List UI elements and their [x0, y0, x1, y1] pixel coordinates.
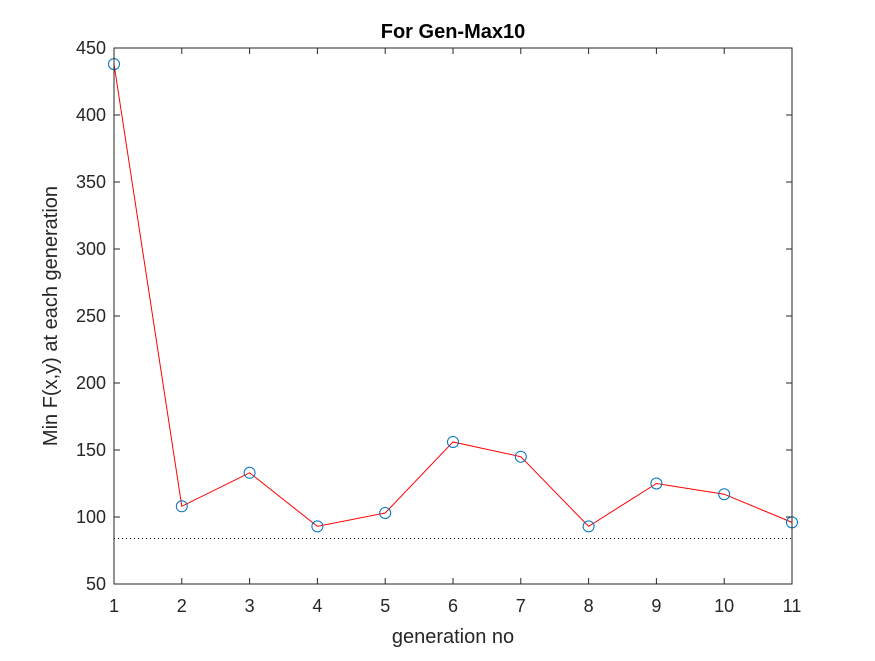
x-axis-label: generation no [392, 626, 514, 648]
x-tick-label: 4 [312, 596, 322, 616]
y-tick-label: 200 [76, 373, 106, 393]
x-tick-label: 11 [783, 596, 802, 616]
data-point-marker [447, 435, 459, 448]
y-tick-label: 250 [76, 306, 106, 326]
data-point-marker [718, 488, 731, 501]
y-tick-label: 100 [76, 507, 106, 527]
y-tick-label: 400 [76, 105, 106, 125]
data-point-marker [582, 520, 595, 533]
data-point-marker [650, 477, 663, 490]
x-tick-label: 9 [651, 596, 661, 616]
x-tick-label: 2 [177, 596, 187, 616]
series-marker-layer [108, 58, 798, 533]
y-tick-label: 50 [86, 574, 106, 594]
chart-title: For Gen-Max10 [381, 21, 525, 43]
data-point-marker [514, 450, 527, 463]
data-point-marker [175, 500, 188, 513]
series-line [113, 64, 793, 528]
x-tick-label: 6 [448, 596, 458, 616]
x-tick-label: 1 [109, 596, 119, 616]
data-point-marker [379, 506, 392, 519]
x-tick-label: 3 [245, 596, 255, 616]
x-tick-label: 8 [584, 596, 594, 616]
series-line-layer [113, 64, 793, 528]
x-tick-label: 5 [380, 596, 390, 616]
data-point-marker [243, 466, 256, 479]
y-axis-label: Min F(x,y) at each generation [40, 186, 62, 446]
data-point-marker [311, 520, 324, 533]
y-tick-label: 450 [76, 38, 106, 58]
y-tick-label: 350 [76, 172, 106, 192]
y-tick-label: 150 [76, 440, 106, 460]
x-tick-label: 7 [516, 596, 526, 616]
plot-background [114, 48, 792, 584]
y-tick-label: 300 [76, 239, 106, 259]
tick-layer: 1 2 3 4 5 6 7 8 9 10 11 50 100 150 200 250 300 350 400 450 [76, 38, 801, 616]
x-tick-label: 10 [714, 596, 734, 616]
